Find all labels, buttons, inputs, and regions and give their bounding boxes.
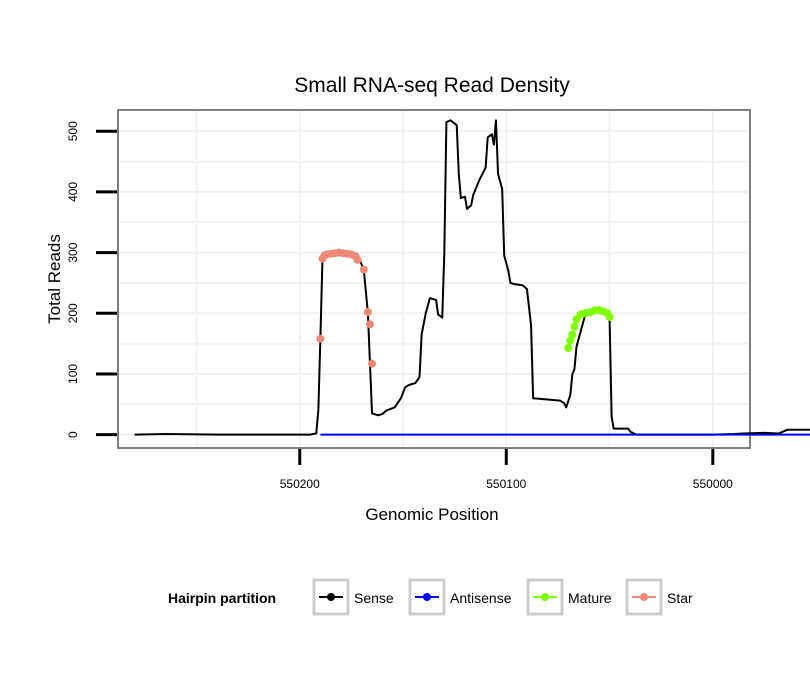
legend-label-sense: Sense [354,590,394,606]
plot-panel [117,109,751,449]
axes: 550200 550100 550000 0 100 200 300 400 500 [66,121,733,491]
series-layer [134,119,810,436]
legend: Hairpin partition Sense Antisense Mature St… [168,578,693,616]
y-tick-label: 0 [66,431,80,438]
point-star [365,320,374,329]
chart-title: Small RNA-seq Read Density [294,74,570,97]
y-tick-label: 300 [66,242,80,262]
legend-key-point [640,593,648,601]
y-tick-label: 100 [66,364,80,384]
x-tick-label: 550200 [280,477,320,491]
y-tick-label: 400 [66,182,80,202]
point-star [363,308,372,317]
legend-label-mature: Mature [568,590,612,606]
legend-key-point [541,593,549,601]
point-star [359,265,368,274]
point-star [316,334,325,343]
point-star [353,255,362,264]
point-star [368,359,377,368]
legend-key-point [423,593,431,601]
series-line-sense [134,119,810,436]
x-tick-label: 550100 [486,477,526,491]
point-mature [570,322,579,331]
legend-label-star: Star [667,590,693,606]
y-tick-label: 200 [66,303,80,323]
legend-title: Hairpin partition [168,590,276,606]
point-mature [568,330,577,339]
legend-key-point [327,593,335,601]
point-mature [564,343,573,352]
point-mature [566,336,575,345]
point-mature [605,312,614,321]
y-tick-label: 500 [66,121,80,141]
x-axis-label: Genomic Position [365,505,498,524]
legend-label-antisense: Antisense [450,590,512,606]
x-tick-label: 550000 [693,477,733,491]
y-axis-label: Total Reads [45,234,64,324]
